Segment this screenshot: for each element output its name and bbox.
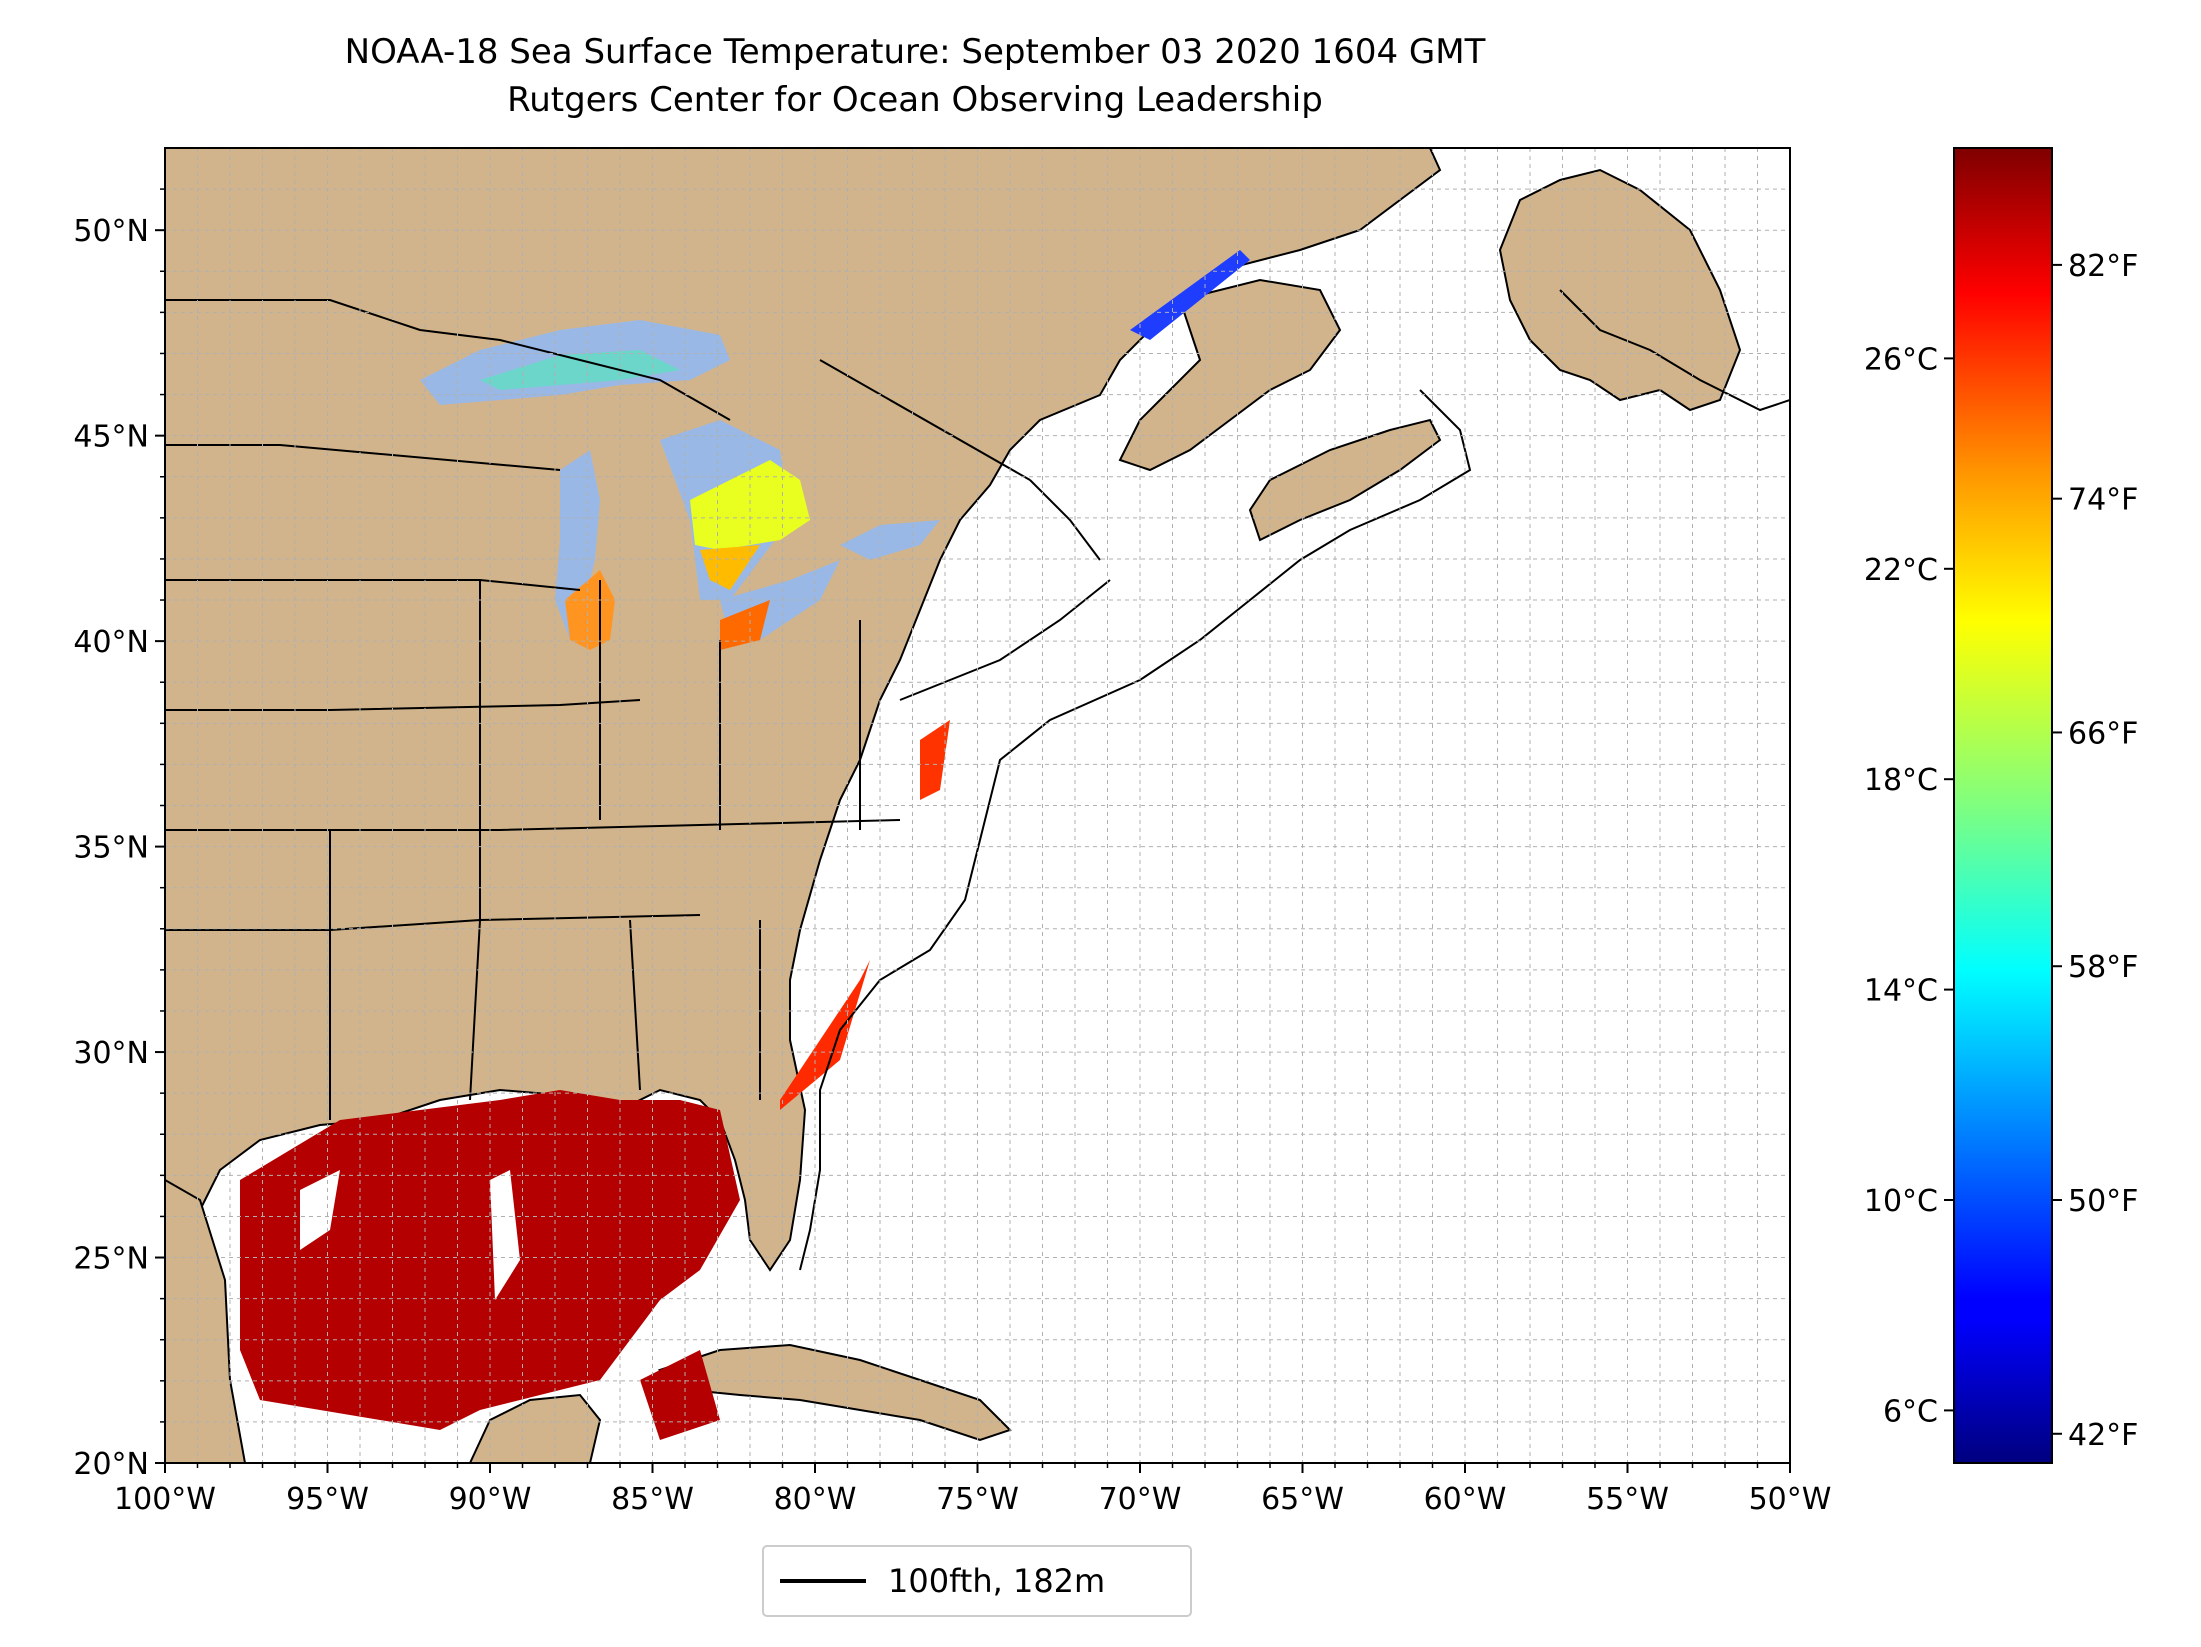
colorbar-fahrenheit-axis: 42°F 50°F 58°F 66°F 74°F 82°F — [2052, 249, 2138, 1453]
x-axis: 100°W 95°W 90°W 85°W 80°W 75°W 70°W 65°W 60°W 55°… — [114, 1463, 1831, 1517]
x-tick-label: 85°W — [611, 1482, 694, 1517]
colorbar-c-label: 6°C — [1883, 1394, 1938, 1429]
land-maritimes — [1118, 278, 1342, 472]
legend: 100fth, 182m — [762, 1545, 1192, 1617]
colorbar-c-label: 26°C — [1864, 342, 1938, 377]
y-tick-label: 45°N — [73, 420, 149, 455]
state-boundaries — [165, 299, 1111, 1120]
colorbar-c-label: 18°C — [1864, 763, 1938, 798]
colorbar — [1953, 147, 2053, 1464]
y-tick-label: 25°N — [73, 1242, 149, 1277]
y-axis: 20°N 25°N 30°N 35°N 40°N 45°N 50°N — [73, 188, 165, 1482]
colorbar-f-label: 50°F — [2068, 1184, 2138, 1219]
colorbar-f-label: 82°F — [2068, 249, 2138, 284]
colorbar-c-label: 10°C — [1864, 1184, 1938, 1219]
y-tick-label: 50°N — [73, 214, 149, 249]
y-tick-label: 35°N — [73, 831, 149, 866]
x-tick-label: 50°W — [1749, 1482, 1832, 1517]
land-cuba — [657, 1343, 1012, 1442]
colorbar-c-label: 14°C — [1864, 974, 1938, 1009]
legend-line-swatch — [780, 1579, 866, 1583]
x-tick-label: 55°W — [1586, 1482, 1669, 1517]
x-tick-label: 70°W — [1099, 1482, 1182, 1517]
x-tick-label: 95°W — [286, 1482, 369, 1517]
y-tick-label: 20°N — [73, 1447, 149, 1482]
colorbar-c-label: 22°C — [1864, 553, 1938, 588]
colorbar-f-label: 66°F — [2068, 716, 2138, 751]
x-tick-label: 90°W — [449, 1482, 532, 1517]
x-tick-label: 60°W — [1424, 1482, 1507, 1517]
contour-100fth — [799, 289, 1790, 1271]
map-title: NOAA-18 Sea Surface Temperature: Septemb… — [344, 32, 1486, 72]
x-tick-label: 100°W — [114, 1482, 216, 1517]
map-subtitle: Rutgers Center for Ocean Observing Leade… — [507, 80, 1323, 120]
x-tick-label: 75°W — [936, 1482, 1019, 1517]
gridlines — [165, 148, 1790, 1463]
x-tick-label: 65°W — [1261, 1482, 1344, 1517]
colorbar-f-label: 74°F — [2068, 483, 2138, 518]
x-tick-label: 80°W — [774, 1482, 857, 1517]
y-tick-label: 30°N — [73, 1036, 149, 1071]
legend-label: 100fth, 182m — [888, 1562, 1106, 1600]
colorbar-celsius-axis: 6°C 10°C 14°C 18°C 22°C 26°C — [1864, 342, 1954, 1429]
y-tick-label: 40°N — [73, 625, 149, 660]
colorbar-f-label: 42°F — [2068, 1418, 2138, 1453]
colorbar-f-label: 58°F — [2068, 950, 2138, 985]
